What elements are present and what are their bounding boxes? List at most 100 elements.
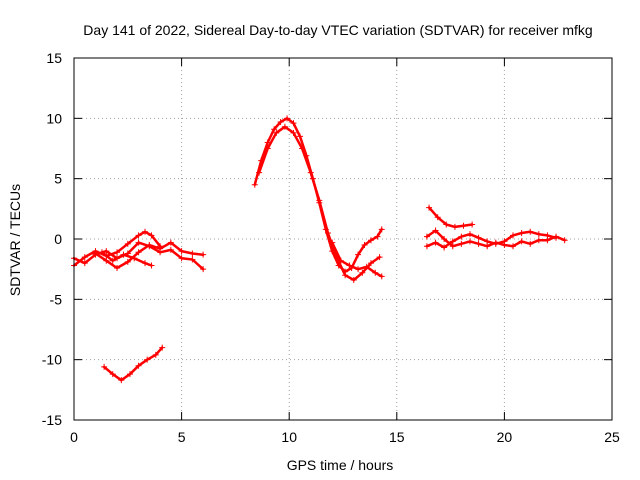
data-point: [103, 248, 110, 255]
data-point: [103, 257, 110, 264]
y-axis-label: SDTVAR / TECUs: [7, 184, 23, 296]
data-point: [126, 371, 133, 378]
data-point: [510, 232, 517, 239]
data-point: [81, 260, 88, 267]
data-point: [124, 240, 131, 247]
data-point: [271, 126, 278, 133]
data-point: [469, 221, 476, 228]
data-point: [518, 229, 525, 236]
data-point: [135, 232, 142, 239]
data-point: [120, 251, 127, 258]
data-point: [152, 351, 159, 358]
data-point: [367, 260, 374, 267]
data-point: [361, 242, 368, 249]
data-point: [148, 262, 155, 269]
series-segment-3c: [329, 239, 385, 280]
data-point: [423, 233, 430, 240]
series-line: [257, 125, 381, 282]
data-point: [367, 237, 374, 244]
data-point: [157, 245, 164, 252]
data-point: [299, 145, 306, 152]
series-segment-2: [101, 344, 166, 384]
data-point: [329, 239, 336, 246]
data-point: [544, 232, 551, 239]
data-point: [131, 255, 138, 262]
data-point: [148, 232, 155, 239]
data-point: [484, 238, 491, 245]
data-point: [378, 273, 385, 280]
data-point: [376, 254, 383, 261]
chart-title: Day 141 of 2022, Sidereal Day-to-day VTE…: [83, 22, 592, 38]
data-point: [135, 239, 142, 246]
data-point: [264, 145, 271, 152]
data-point: [374, 233, 381, 240]
series-segment-1c: [92, 239, 207, 271]
data-point: [284, 115, 291, 122]
data-point: [451, 223, 458, 230]
y-tick-label: 0: [54, 231, 62, 247]
x-tick-label: 0: [70, 429, 78, 445]
data-point: [510, 243, 517, 250]
data-point: [124, 258, 131, 265]
data-point: [458, 233, 465, 240]
data-point: [535, 237, 542, 244]
y-tick-label: -15: [42, 412, 62, 428]
data-point: [200, 266, 207, 273]
data-point: [144, 356, 151, 363]
y-tick-labels: -15 -10 -5 0 5 10 15: [42, 50, 62, 428]
data-point: [167, 239, 174, 246]
data-point: [178, 255, 185, 262]
data-point: [501, 238, 508, 245]
series-line: [72, 230, 162, 267]
series-segment-1b: [71, 239, 207, 273]
series-line: [425, 230, 558, 249]
data-point: [135, 362, 142, 369]
data-point: [434, 214, 441, 221]
data-point: [114, 264, 121, 271]
data-point: [527, 240, 534, 247]
data-point: [256, 169, 263, 176]
data-point: [441, 236, 448, 242]
series-segment-4c: [426, 204, 476, 230]
x-tick-label: 25: [604, 429, 620, 445]
data-point: [142, 228, 149, 235]
data-point: [98, 249, 105, 256]
x-tick-labels: 0 5 10 15 20 25: [70, 429, 620, 445]
series-segment-4b: [423, 228, 560, 251]
data-point: [316, 197, 323, 204]
data-point: [81, 254, 88, 261]
data-point: [355, 266, 362, 273]
data-point: [458, 240, 465, 247]
data-point: [492, 240, 499, 247]
data-point: [337, 257, 344, 264]
x-tick-label: 15: [389, 429, 405, 445]
data-point: [178, 248, 185, 255]
series-line: [72, 241, 205, 271]
data-point: [535, 231, 542, 238]
data-point: [475, 234, 482, 241]
data-point: [350, 277, 357, 284]
data-point: [277, 118, 284, 125]
data-point: [281, 123, 288, 130]
data-point: [142, 260, 149, 267]
x-tick-label: 20: [497, 429, 513, 445]
data-point: [441, 244, 448, 251]
data-point: [363, 263, 370, 270]
data-point: [200, 251, 207, 258]
data-point: [109, 371, 116, 378]
data-point: [527, 228, 534, 235]
data-point: [466, 231, 473, 238]
data-point: [92, 250, 99, 257]
y-tick-label: -5: [50, 291, 63, 307]
data-point: [167, 246, 174, 253]
data-point: [518, 238, 525, 245]
data-point: [475, 240, 482, 247]
x-axis-label: GPS time / hours: [287, 457, 394, 473]
y-tick-label: 5: [54, 171, 62, 187]
data-point: [378, 226, 385, 233]
data-point: [189, 250, 196, 257]
y-tick-label: 15: [46, 50, 62, 66]
data-point: [101, 363, 108, 370]
series-segment-3b: [256, 123, 383, 284]
